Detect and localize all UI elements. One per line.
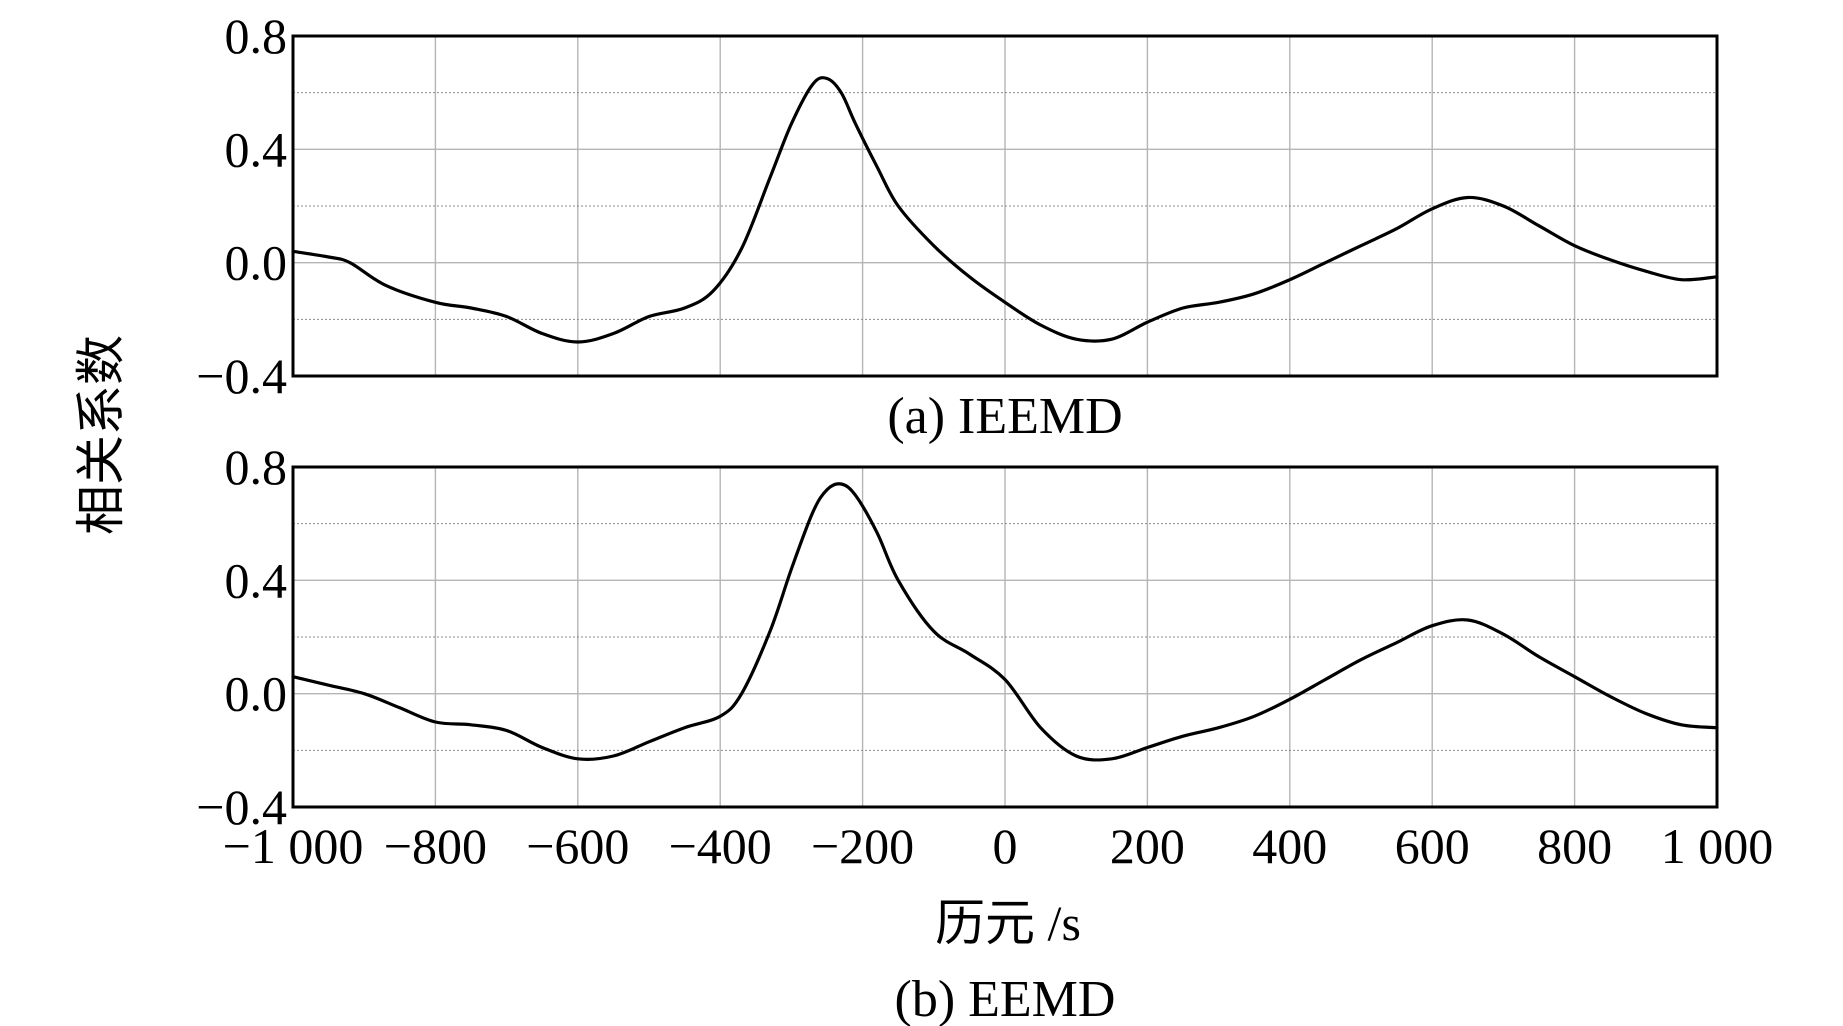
x-tick-label: 200 [1110, 818, 1185, 874]
plot-frame [291, 34, 1719, 378]
x-tick-label: −400 [669, 818, 772, 874]
x-tick-label: 0 [993, 818, 1018, 874]
x-tick-label: 800 [1537, 818, 1612, 874]
x-axis-title: 历元 /s [935, 895, 1081, 951]
y-tick-label: −0.4 [196, 779, 287, 835]
panel-b-eemd: 0.8 0.4 0.0 −0.4−1 000 −800 −600 −400 −200 0 200 4… [196, 439, 1773, 874]
y-axis-title: 相关系数 [73, 335, 129, 535]
x-tick-label: 1 000 [1661, 818, 1774, 874]
x-tick-label: 400 [1252, 818, 1327, 874]
y-tick-label: 0.0 [225, 235, 288, 291]
x-tick-label: −1 000 [223, 818, 364, 874]
y-tick-label: 0.8 [225, 8, 288, 64]
x-tick-label: −800 [384, 818, 487, 874]
series-line [291, 76, 1719, 344]
y-tick-label: 0.4 [225, 552, 288, 608]
x-tick-label: 600 [1395, 818, 1470, 874]
x-tick-label: −600 [526, 818, 629, 874]
y-tick-label: 0.4 [225, 121, 288, 177]
series-line [291, 482, 1719, 762]
y-tick-label: 0.0 [225, 666, 288, 722]
x-tick-label: −200 [811, 818, 914, 874]
y-tick-label: −0.4 [196, 348, 287, 404]
y-tick-label: 0.8 [225, 439, 288, 495]
panel-b-caption: (b) EEMD [895, 971, 1116, 1026]
panel-a-ieemd: 0.8 0.4 0.0 −0.4 [196, 8, 1719, 404]
plot-frame [291, 465, 1719, 809]
panel-a-caption: (a) IEEMD [887, 388, 1122, 445]
